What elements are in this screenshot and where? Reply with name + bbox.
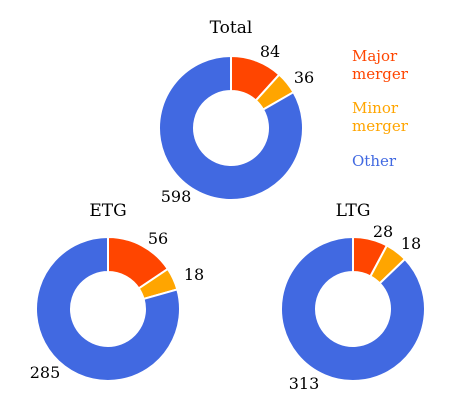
ltg-other-slice [280, 236, 426, 382]
etg-donut [35, 236, 181, 382]
total-other-slice [158, 55, 304, 201]
etg-other-value-label: 285 [30, 363, 61, 382]
ltg-minor-value-label: 18 [401, 234, 421, 253]
ltg-other-value-label: 313 [289, 374, 320, 393]
ltg-donut [280, 236, 426, 382]
etg-other-slice [35, 236, 181, 382]
total-other-value-label: 598 [161, 187, 192, 206]
legend-minor-line2: merger [352, 117, 409, 135]
total-donut [158, 55, 304, 201]
etg-chart-title: ETG [89, 201, 126, 221]
total-major-value-label: 84 [260, 42, 280, 61]
etg-minor-value-label: 18 [184, 265, 204, 284]
legend: Major merger Minor merger Other [352, 47, 409, 170]
legend-other: Other [352, 152, 397, 170]
etg-major-value-label: 56 [148, 229, 168, 248]
legend-major-line2: merger [352, 65, 409, 83]
total-chart-title: Total [210, 18, 253, 38]
ltg-major-value-label: 28 [373, 222, 393, 241]
legend-major-line1: Major [352, 47, 398, 65]
legend-minor-line1: Minor [352, 99, 399, 117]
ltg-chart-title: LTG [336, 201, 371, 221]
total-minor-value-label: 36 [294, 68, 314, 87]
